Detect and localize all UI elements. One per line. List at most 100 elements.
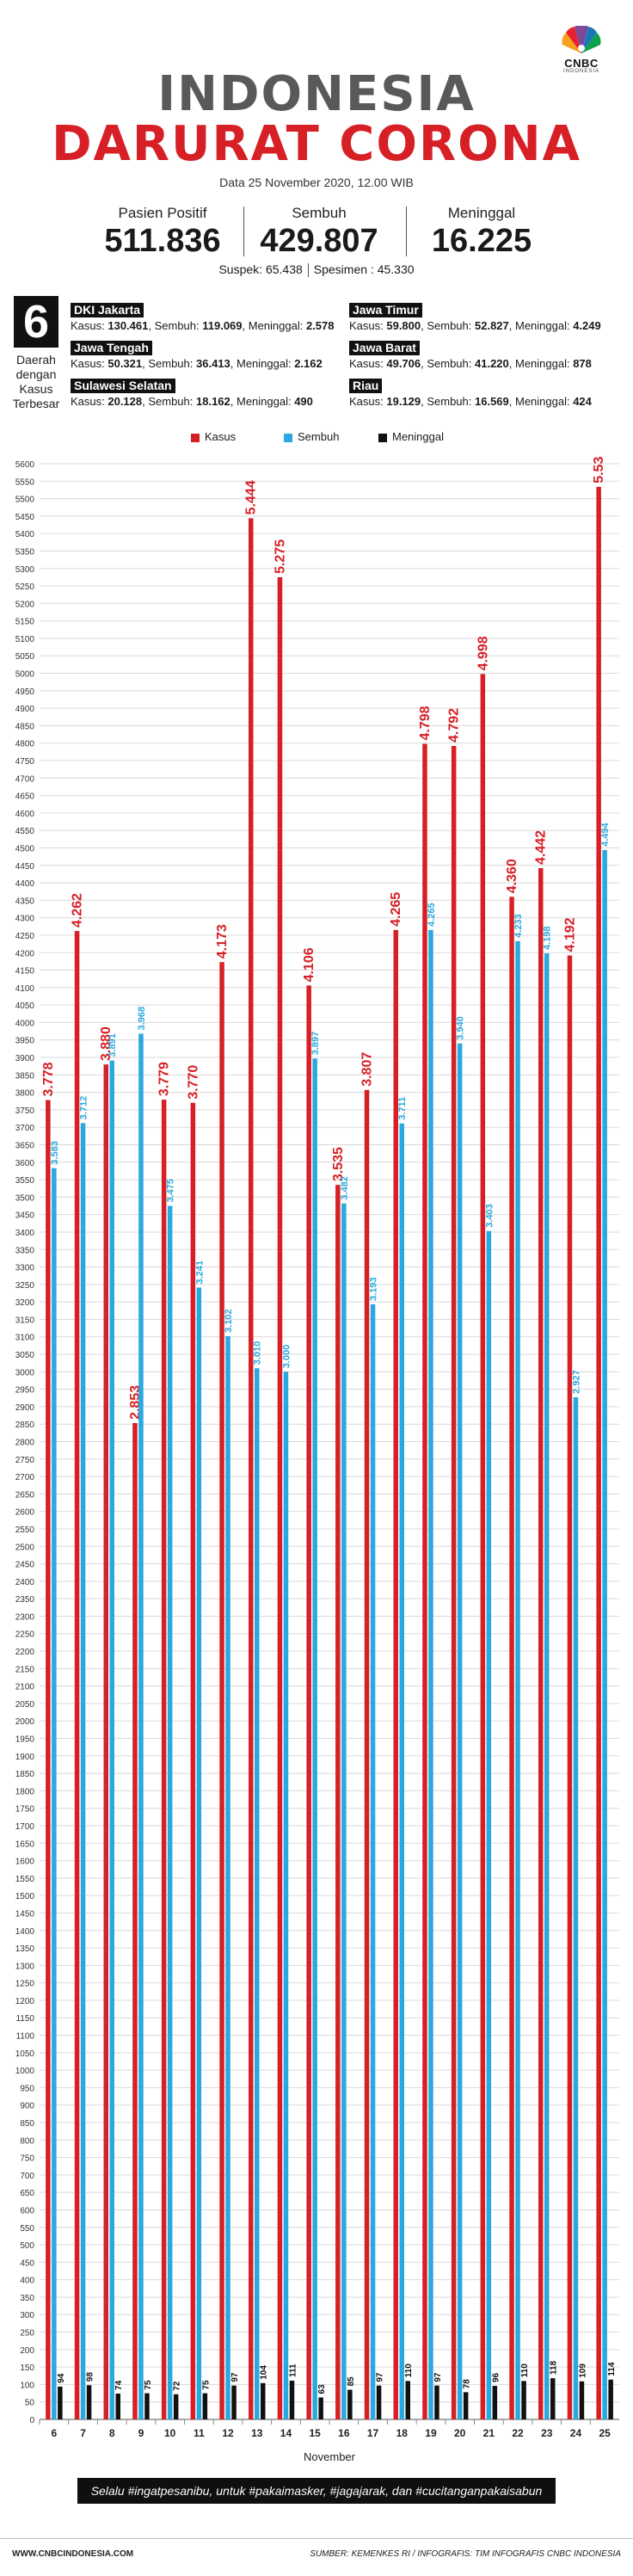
province-detail: Kasus: 20.128, Sembuh: 18.162, Meninggal… <box>71 395 313 408</box>
y-tick-label: 1050 <box>15 2049 35 2059</box>
bar-meninggal <box>376 2385 382 2419</box>
bar-meninggal <box>289 2380 295 2419</box>
bar-sembuh <box>544 953 550 2419</box>
y-tick-label: 4600 <box>15 810 35 819</box>
y-tick-label: 1850 <box>15 1770 35 1779</box>
y-tick-label: 3600 <box>15 1159 35 1168</box>
bar-meninggal <box>58 2386 63 2419</box>
stat-divider <box>406 206 407 256</box>
y-tick-label: 4050 <box>15 1001 35 1011</box>
data-label-kasus: 3.807 <box>360 1052 375 1087</box>
bar-meninggal <box>347 2389 353 2419</box>
data-label-kasus: 4.265 <box>389 892 403 927</box>
y-tick-label: 4450 <box>15 862 35 872</box>
province-name: Jawa Timur <box>349 303 422 317</box>
y-tick-label: 4300 <box>15 915 35 924</box>
data-label-meninggal: 110 <box>404 2363 414 2378</box>
bar-sembuh <box>341 1203 347 2419</box>
data-label-meninggal: 75 <box>144 2380 153 2390</box>
y-tick-label: 2000 <box>15 1717 35 1727</box>
y-tick-label: 250 <box>20 2329 34 2339</box>
bar-meninggal <box>173 2394 179 2419</box>
y-tick-label: 3300 <box>15 1264 35 1273</box>
legend-item-sembuh: Sembuh <box>284 430 339 443</box>
x-tick-label: 25 <box>599 2427 611 2439</box>
stat-label: Pasien Positif <box>118 205 207 221</box>
y-tick-label: 4000 <box>15 1019 35 1028</box>
data-label-meninggal: 72 <box>173 2381 182 2391</box>
data-label-sembuh: 3.897 <box>310 1032 321 1056</box>
bar-sembuh <box>167 1205 173 2419</box>
bar-kasus <box>132 1422 138 2419</box>
y-tick-label: 1100 <box>15 2032 34 2042</box>
bar-sembuh <box>602 849 607 2419</box>
x-tick-label: 16 <box>338 2427 350 2439</box>
bar-kasus <box>509 897 514 2419</box>
website-text: WWW.CNBCINDONESIA.COM <box>12 2549 134 2559</box>
cnbc-logo: CNBC INDONESIA <box>547 26 616 74</box>
y-tick-label: 4100 <box>15 984 35 994</box>
bar-sembuh <box>312 1058 317 2419</box>
data-label-meninggal: 78 <box>463 2379 472 2389</box>
y-tick-label: 3000 <box>15 1368 35 1377</box>
x-tick-label: 14 <box>280 2427 292 2439</box>
y-tick-label: 2450 <box>15 1561 35 1570</box>
x-tick-label: 20 <box>454 2427 466 2439</box>
bar-kasus <box>249 518 254 2419</box>
y-tick-label: 2750 <box>15 1456 35 1465</box>
y-tick-label: 2850 <box>15 1420 35 1430</box>
y-tick-label: 3150 <box>15 1316 35 1325</box>
province-name: DKI Jakarta <box>71 303 144 317</box>
data-date: Data 25 November 2020, 12.00 WIB <box>219 176 414 189</box>
legend-swatch-kasus <box>191 433 200 442</box>
y-tick-label: 1900 <box>15 1753 35 1762</box>
province-detail: Kasus: 19.129, Sembuh: 16.569, Meninggal… <box>349 395 592 408</box>
bar-kasus <box>596 486 601 2419</box>
data-label-meninggal: 74 <box>114 2380 124 2390</box>
y-tick-label: 150 <box>20 2363 34 2373</box>
page-title-line1: INDONESIA <box>157 66 476 122</box>
x-tick-label: 15 <box>309 2427 321 2439</box>
data-label-meninggal: 111 <box>288 2363 298 2377</box>
data-label-meninggal: 104 <box>260 2365 269 2380</box>
y-tick-label: 400 <box>20 2277 34 2286</box>
data-label-meninggal: 109 <box>578 2363 587 2378</box>
y-tick-label: 1400 <box>15 1927 35 1937</box>
y-tick-label: 1700 <box>15 1822 35 1832</box>
bar-kasus <box>306 985 311 2419</box>
y-tick-label: 3900 <box>15 1054 35 1063</box>
y-tick-label: 3750 <box>15 1106 35 1116</box>
data-label-sembuh: 3.940 <box>456 1016 466 1040</box>
y-tick-label: 200 <box>20 2346 34 2356</box>
bar-meninggal <box>608 2379 613 2419</box>
y-tick-label: 2050 <box>15 1700 35 1710</box>
substat-divider <box>307 263 309 278</box>
y-tick-label: 3250 <box>15 1281 35 1291</box>
data-label-kasus: 4.262 <box>71 893 85 927</box>
y-tick-label: 3450 <box>15 1211 35 1221</box>
bar-kasus <box>364 1089 370 2419</box>
x-tick-label: 11 <box>194 2427 205 2439</box>
y-tick-label: 4200 <box>15 949 35 958</box>
y-tick-label: 1150 <box>15 2014 34 2024</box>
bar-sembuh <box>225 1335 230 2419</box>
data-label-sembuh: 3.891 <box>108 1033 118 1057</box>
page-title-line2: DARURAT CORONA <box>52 116 581 172</box>
chart-legend: Kasus Sembuh Meninggal <box>0 430 633 447</box>
y-tick-label: 50 <box>25 2399 35 2408</box>
y-tick-label: 1500 <box>15 1892 35 1901</box>
bar-meninggal <box>492 2386 498 2419</box>
source-text: SUMBER: KEMENKES RI / INFOGRAFIS: TIM IN… <box>310 2549 621 2559</box>
y-tick-label: 4800 <box>15 740 35 749</box>
y-tick-label: 2600 <box>15 1508 35 1518</box>
y-tick-label: 5150 <box>15 618 35 627</box>
data-label-sembuh: 2.927 <box>571 1370 581 1394</box>
bar-sembuh <box>486 1230 492 2419</box>
data-label-kasus: 3.778 <box>41 1062 56 1096</box>
bar-sembuh <box>399 1123 404 2419</box>
credits-bar: WWW.CNBCINDONESIA.COM SUMBER: KEMENKES R… <box>0 2538 633 2576</box>
bar-sembuh <box>428 929 433 2419</box>
data-label-sembuh: 4.233 <box>513 914 524 938</box>
y-tick-label: 1200 <box>15 1997 35 2006</box>
x-tick-label: 21 <box>483 2427 495 2439</box>
